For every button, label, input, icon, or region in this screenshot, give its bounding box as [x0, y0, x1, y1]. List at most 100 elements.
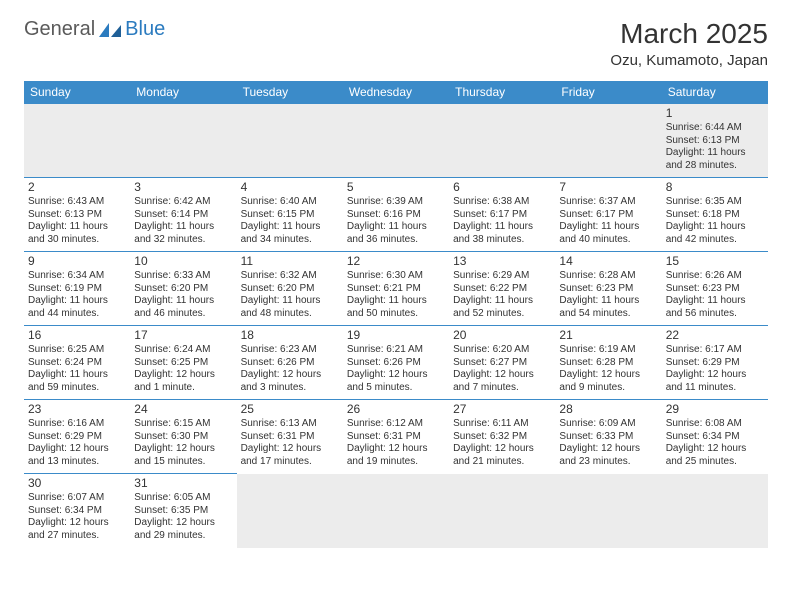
sunrise-line: Sunrise: 6:29 AM [453, 270, 551, 283]
calendar-cell [237, 104, 343, 178]
daylight-line: Daylight: 11 hours and 48 minutes. [241, 295, 339, 320]
calendar-cell [662, 474, 768, 548]
sunrise-line: Sunrise: 6:05 AM [134, 492, 232, 505]
sunrise-line: Sunrise: 6:28 AM [559, 270, 657, 283]
daylight-line: Daylight: 11 hours and 42 minutes. [666, 221, 764, 246]
sunrise-line: Sunrise: 6:08 AM [666, 418, 764, 431]
calendar-cell: 23Sunrise: 6:16 AMSunset: 6:29 PMDayligh… [24, 400, 130, 474]
calendar-body: 1Sunrise: 6:44 AMSunset: 6:13 PMDaylight… [24, 104, 768, 548]
sunrise-line: Sunrise: 6:26 AM [666, 270, 764, 283]
sunrise-line: Sunrise: 6:12 AM [347, 418, 445, 431]
calendar-cell [237, 474, 343, 548]
sunrise-line: Sunrise: 6:13 AM [241, 418, 339, 431]
sunset-line: Sunset: 6:18 PM [666, 209, 764, 222]
sunset-line: Sunset: 6:30 PM [134, 431, 232, 444]
day-number: 1 [666, 106, 764, 121]
daylight-line: Daylight: 11 hours and 50 minutes. [347, 295, 445, 320]
logo-sail-icon [99, 23, 121, 37]
sunset-line: Sunset: 6:32 PM [453, 431, 551, 444]
calendar-cell: 13Sunrise: 6:29 AMSunset: 6:22 PMDayligh… [449, 252, 555, 326]
day-number: 21 [559, 328, 657, 343]
sunset-line: Sunset: 6:20 PM [134, 283, 232, 296]
calendar-row: 2Sunrise: 6:43 AMSunset: 6:13 PMDaylight… [24, 178, 768, 252]
sunset-line: Sunset: 6:31 PM [241, 431, 339, 444]
day-number: 22 [666, 328, 764, 343]
daylight-line: Daylight: 11 hours and 54 minutes. [559, 295, 657, 320]
sunset-line: Sunset: 6:34 PM [666, 431, 764, 444]
sunset-line: Sunset: 6:20 PM [241, 283, 339, 296]
calendar-cell [130, 104, 236, 178]
calendar-cell: 9Sunrise: 6:34 AMSunset: 6:19 PMDaylight… [24, 252, 130, 326]
daylight-line: Daylight: 12 hours and 1 minute. [134, 369, 232, 394]
month-title: March 2025 [610, 18, 768, 50]
sunset-line: Sunset: 6:23 PM [666, 283, 764, 296]
day-number: 8 [666, 180, 764, 195]
day-number: 15 [666, 254, 764, 269]
sunset-line: Sunset: 6:29 PM [28, 431, 126, 444]
calendar-cell: 31Sunrise: 6:05 AMSunset: 6:35 PMDayligh… [130, 474, 236, 548]
calendar-cell: 24Sunrise: 6:15 AMSunset: 6:30 PMDayligh… [130, 400, 236, 474]
sunset-line: Sunset: 6:28 PM [559, 357, 657, 370]
calendar-cell: 6Sunrise: 6:38 AMSunset: 6:17 PMDaylight… [449, 178, 555, 252]
calendar-cell: 5Sunrise: 6:39 AMSunset: 6:16 PMDaylight… [343, 178, 449, 252]
calendar-cell [24, 104, 130, 178]
calendar-cell: 28Sunrise: 6:09 AMSunset: 6:33 PMDayligh… [555, 400, 661, 474]
sunset-line: Sunset: 6:22 PM [453, 283, 551, 296]
calendar-cell [343, 474, 449, 548]
sunset-line: Sunset: 6:19 PM [28, 283, 126, 296]
daylight-line: Daylight: 11 hours and 34 minutes. [241, 221, 339, 246]
calendar-cell: 22Sunrise: 6:17 AMSunset: 6:29 PMDayligh… [662, 326, 768, 400]
calendar-cell [343, 104, 449, 178]
sunrise-line: Sunrise: 6:30 AM [347, 270, 445, 283]
calendar-cell: 29Sunrise: 6:08 AMSunset: 6:34 PMDayligh… [662, 400, 768, 474]
logo: General Blue [24, 18, 165, 41]
sunset-line: Sunset: 6:33 PM [559, 431, 657, 444]
sunset-line: Sunset: 6:17 PM [559, 209, 657, 222]
daylight-line: Daylight: 11 hours and 52 minutes. [453, 295, 551, 320]
sunset-line: Sunset: 6:34 PM [28, 505, 126, 518]
daylight-line: Daylight: 11 hours and 28 minutes. [666, 147, 764, 172]
day-number: 28 [559, 402, 657, 417]
daylight-line: Daylight: 12 hours and 17 minutes. [241, 443, 339, 468]
daylight-line: Daylight: 12 hours and 7 minutes. [453, 369, 551, 394]
sunrise-line: Sunrise: 6:32 AM [241, 270, 339, 283]
day-number: 3 [134, 180, 232, 195]
daylight-line: Daylight: 12 hours and 29 minutes. [134, 517, 232, 542]
calendar-row: 9Sunrise: 6:34 AMSunset: 6:19 PMDaylight… [24, 252, 768, 326]
daylight-line: Daylight: 11 hours and 30 minutes. [28, 221, 126, 246]
calendar-cell: 17Sunrise: 6:24 AMSunset: 6:25 PMDayligh… [130, 326, 236, 400]
calendar-cell: 7Sunrise: 6:37 AMSunset: 6:17 PMDaylight… [555, 178, 661, 252]
sunrise-line: Sunrise: 6:07 AM [28, 492, 126, 505]
calendar-cell: 14Sunrise: 6:28 AMSunset: 6:23 PMDayligh… [555, 252, 661, 326]
sunrise-line: Sunrise: 6:44 AM [666, 122, 764, 135]
logo-text-general: General [24, 18, 95, 41]
day-number: 5 [347, 180, 445, 195]
calendar-cell: 1Sunrise: 6:44 AMSunset: 6:13 PMDaylight… [662, 104, 768, 178]
day-number: 16 [28, 328, 126, 343]
daylight-line: Daylight: 12 hours and 21 minutes. [453, 443, 551, 468]
weekday-header: Tuesday [237, 81, 343, 104]
sunrise-line: Sunrise: 6:09 AM [559, 418, 657, 431]
day-number: 18 [241, 328, 339, 343]
day-number: 27 [453, 402, 551, 417]
sunrise-line: Sunrise: 6:33 AM [134, 270, 232, 283]
calendar-cell [555, 474, 661, 548]
calendar-cell: 10Sunrise: 6:33 AMSunset: 6:20 PMDayligh… [130, 252, 236, 326]
sunset-line: Sunset: 6:16 PM [347, 209, 445, 222]
sunset-line: Sunset: 6:15 PM [241, 209, 339, 222]
calendar-cell: 27Sunrise: 6:11 AMSunset: 6:32 PMDayligh… [449, 400, 555, 474]
day-number: 25 [241, 402, 339, 417]
weekday-header: Wednesday [343, 81, 449, 104]
sunrise-line: Sunrise: 6:20 AM [453, 344, 551, 357]
daylight-line: Daylight: 11 hours and 38 minutes. [453, 221, 551, 246]
calendar-row: 30Sunrise: 6:07 AMSunset: 6:34 PMDayligh… [24, 474, 768, 548]
daylight-line: Daylight: 12 hours and 19 minutes. [347, 443, 445, 468]
day-number: 12 [347, 254, 445, 269]
calendar-row: 1Sunrise: 6:44 AMSunset: 6:13 PMDaylight… [24, 104, 768, 178]
sunset-line: Sunset: 6:35 PM [134, 505, 232, 518]
calendar-cell: 26Sunrise: 6:12 AMSunset: 6:31 PMDayligh… [343, 400, 449, 474]
sunrise-line: Sunrise: 6:37 AM [559, 196, 657, 209]
weekday-header: Saturday [662, 81, 768, 104]
daylight-line: Daylight: 12 hours and 3 minutes. [241, 369, 339, 394]
sunset-line: Sunset: 6:27 PM [453, 357, 551, 370]
